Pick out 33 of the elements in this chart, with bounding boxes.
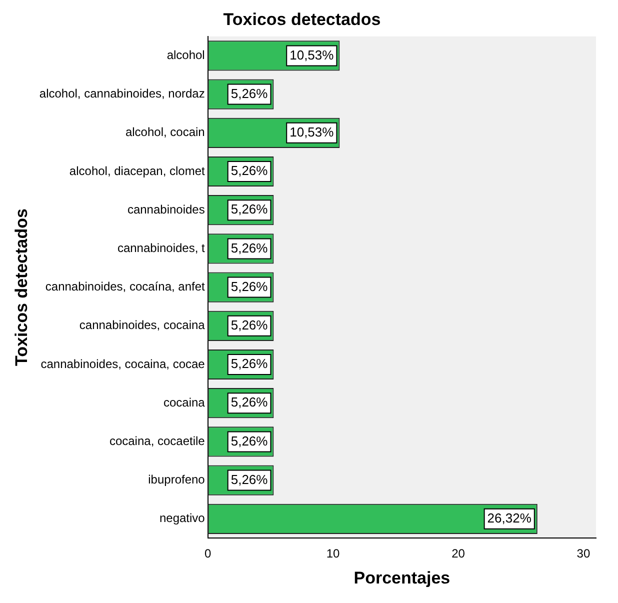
y-tick-label: ibuprofeno — [148, 472, 206, 487]
data-label: 5,26% — [230, 202, 268, 217]
x-axis-title: Porcentajes — [354, 568, 450, 588]
x-tick-label: 0 — [204, 546, 212, 561]
y-tick-label: cannabinoides, cocaina — [79, 318, 206, 332]
y-tick-label: cocaina — [163, 395, 206, 410]
y-tick-label: alcohol — [166, 48, 205, 62]
y-tick-label: negativo — [159, 511, 206, 526]
data-label: 5,26% — [230, 394, 268, 410]
data-label: 5,26% — [230, 86, 268, 101]
data-label: 5,26% — [230, 240, 268, 256]
data-label: 10,53% — [290, 47, 334, 62]
data-label: 5,26% — [230, 433, 268, 448]
x-tick-label: 10 — [326, 546, 340, 561]
y-tick-label: alcohol, cannabinoides, nordaz — [39, 86, 205, 101]
y-tick-label: cannabinoides, cocaina, cocae — [40, 356, 206, 371]
x-tick-label: 30 — [576, 546, 590, 561]
chart-title: Toxicos detectados — [223, 10, 381, 29]
y-tick-label: cocaina, cocaetile — [109, 434, 206, 448]
y-tick-label: cannabinoides, cocaína, anfet — [45, 280, 206, 294]
data-label: 5,26% — [230, 472, 268, 487]
data-label: 10,53% — [290, 124, 334, 140]
x-tick-label: 20 — [452, 546, 466, 561]
data-label: 5,26% — [230, 356, 268, 372]
y-tick-label: alcohol, diacepan, clomet — [69, 164, 206, 178]
data-label: 26,32% — [487, 510, 532, 526]
y-tick-label: cannabinoides — [127, 202, 205, 216]
y-tick-label: alcohol, cocain — [125, 125, 205, 140]
data-label: 5,26% — [230, 317, 268, 332]
data-label: 5,26% — [230, 278, 268, 294]
data-label: 5,26% — [230, 163, 268, 178]
y-axis-title: Toxicos detectados — [12, 208, 31, 366]
y-tick-label: cannabinoides, t — [117, 241, 206, 256]
